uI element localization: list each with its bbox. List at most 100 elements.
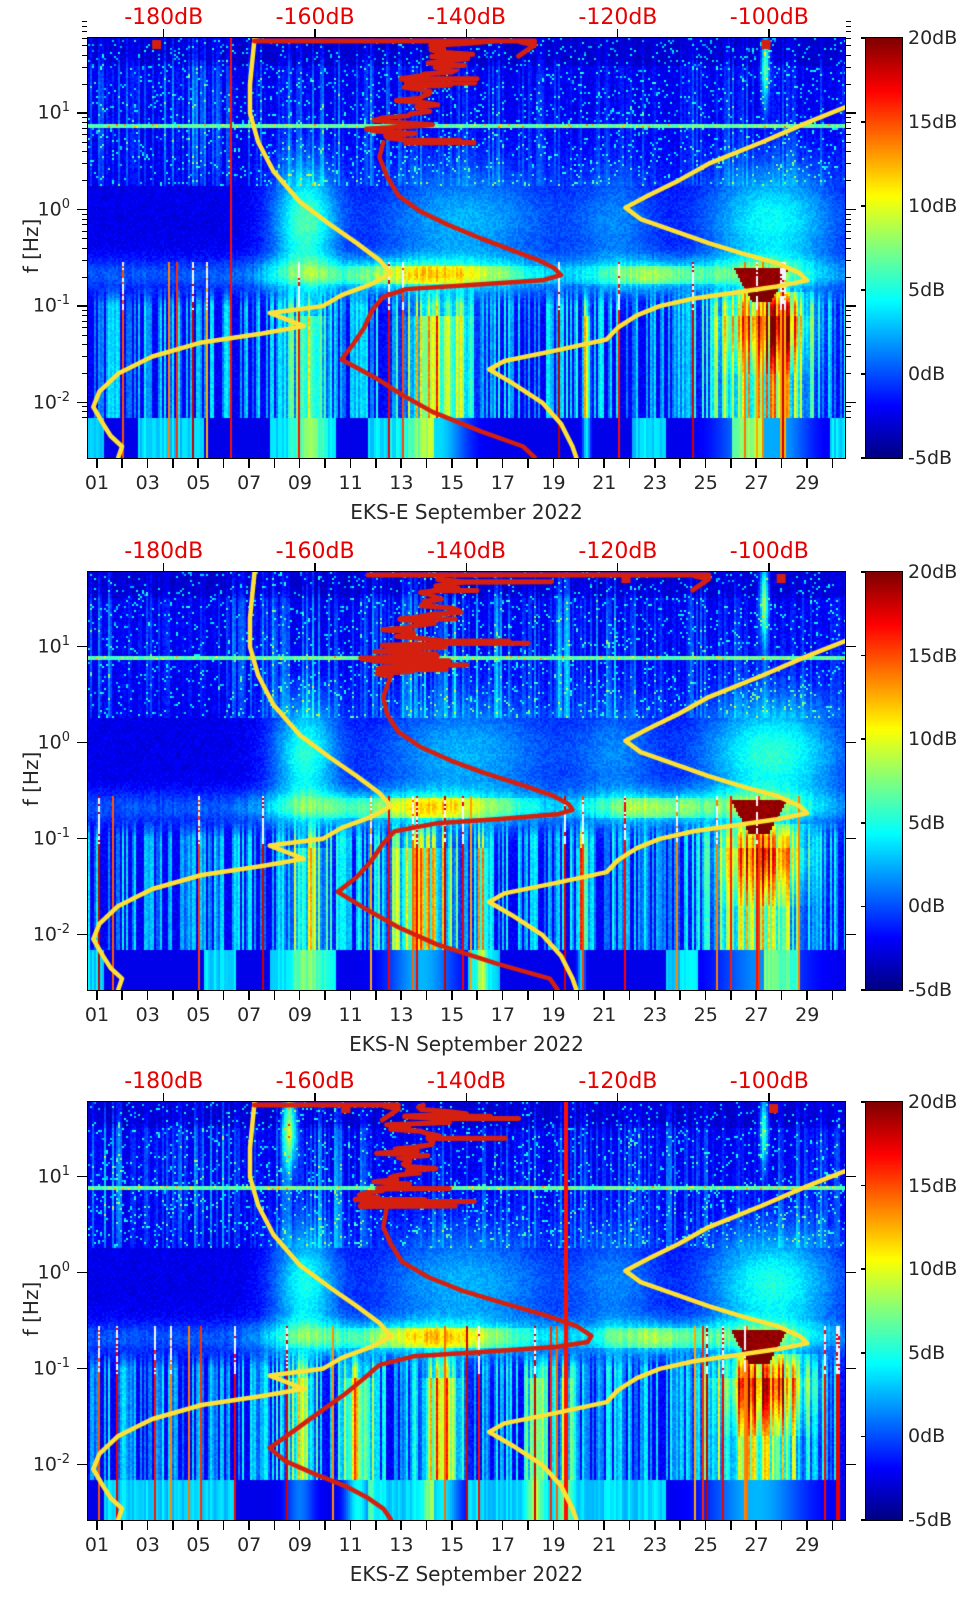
y-tick-label: 10-2 — [10, 1452, 70, 1475]
y-axis-minor-tick-right — [846, 373, 851, 374]
y-axis-minor-tick — [82, 310, 87, 312]
x-tick-label-day-05: 05 — [186, 1534, 211, 1556]
y-axis-minor-tick-right — [846, 238, 851, 240]
colorbar-gradient — [866, 572, 902, 990]
x-axis-tick — [451, 459, 453, 468]
x-tick-label-day-25: 25 — [693, 1004, 718, 1026]
x-axis-tick — [476, 991, 478, 1000]
y-tick-base: 10 — [32, 923, 58, 946]
y-axis-minor-tick-right — [846, 20, 851, 22]
x-axis-tick — [654, 459, 656, 468]
x-axis-tick — [730, 459, 732, 468]
x-axis-tick — [146, 991, 149, 1000]
y-axis-minor-tick-right — [846, 314, 851, 316]
panel-title-eks-z: EKS-Z September 2022 — [349, 1562, 584, 1586]
y-axis-major-tick-right — [846, 305, 856, 307]
x-axis-tick — [527, 991, 529, 1000]
x-axis-tick — [806, 991, 808, 1000]
colorbar-tick — [861, 205, 865, 207]
x-axis-tick — [96, 991, 98, 1000]
x-axis-tick — [654, 991, 656, 1000]
y-axis-minor-tick-right — [846, 151, 851, 153]
y-axis-minor-tick-right — [846, 180, 851, 182]
x-axis-tick — [425, 1521, 428, 1530]
y-axis-minor-tick — [82, 180, 87, 182]
top-axis-tick — [465, 1093, 467, 1101]
x-axis-tick — [349, 991, 352, 1000]
y-tick-base: 10 — [37, 1165, 62, 1188]
colorbar-tick-label: -5dB — [908, 979, 953, 1001]
colorbar-tick — [861, 37, 865, 39]
x-tick-label-day-11: 11 — [338, 472, 363, 494]
x-axis-tick — [324, 1521, 326, 1530]
colorbar-eks-z — [865, 1101, 903, 1521]
y-tick-exponent: 0 — [61, 729, 70, 745]
spectrogram-panel-eks-n: -180dB -160dB -140dB -120dB -100dB 01 03 05 07 09… — [0, 0, 962, 1056]
x-axis-tick — [273, 459, 276, 468]
top-db-tick-label: -120dB — [578, 539, 658, 564]
x-axis-tick — [730, 1521, 732, 1530]
y-axis-minor-tick-right — [846, 45, 851, 47]
y-tick-base: 10 — [37, 101, 62, 124]
x-axis-tick — [248, 1521, 250, 1530]
colorbar-tick-label: 5dB — [908, 811, 946, 834]
x-tick-label-day-03: 03 — [135, 1004, 160, 1026]
y-axis-minor-tick — [82, 141, 87, 143]
top-axis-tick — [314, 563, 316, 571]
x-tick-label-day-07: 07 — [237, 1534, 262, 1556]
y-tick-base: 10 — [32, 390, 58, 413]
x-axis-tick — [780, 459, 783, 468]
x-tick-label-day-13: 13 — [389, 1534, 414, 1556]
colorbar-tick-label: 20dB — [908, 27, 958, 49]
x-axis-tick — [222, 459, 225, 468]
y-axis-minor-tick-right — [846, 416, 851, 418]
y-axis-minor-tick — [82, 356, 87, 358]
top-axis-tick — [465, 29, 467, 37]
x-tick-label-day-05: 05 — [186, 1004, 211, 1026]
y-axis-minor-tick-right — [846, 310, 851, 312]
x-axis-tick — [704, 1521, 707, 1530]
x-axis-tick — [679, 991, 681, 1000]
top-db-tick-label: -160dB — [275, 539, 355, 564]
x-axis-tick — [577, 991, 580, 1000]
colorbar-gradient — [866, 38, 902, 458]
y-axis-minor-tick — [82, 276, 87, 278]
y-axis-minor-tick — [82, 259, 87, 261]
y-tick-label: 100 — [10, 1260, 70, 1283]
y-axis-minor-tick-right — [846, 213, 851, 215]
y-axis-minor-tick-right — [846, 25, 851, 27]
y-axis-minor-tick-right — [846, 117, 851, 119]
x-tick-label-day-13: 13 — [389, 472, 414, 494]
y-axis-major-tick — [77, 1463, 87, 1466]
x-axis-tick — [273, 991, 276, 1000]
freq-axis-label: f [Hz] — [19, 218, 43, 274]
x-axis-tick — [679, 1521, 681, 1530]
x-axis-tick — [222, 991, 225, 1000]
x-tick-label-day-23: 23 — [642, 1534, 668, 1556]
top-db-tick-label: -140dB — [427, 5, 506, 30]
x-axis-tick — [451, 991, 453, 1000]
y-axis-major-tick-right — [846, 1463, 856, 1466]
top-db-tick-label: -100dB — [729, 5, 809, 30]
top-axis-tick — [162, 1093, 165, 1101]
x-axis-tick — [324, 459, 326, 468]
x-axis-tick — [248, 991, 250, 1000]
y-axis-major-tick — [77, 645, 87, 648]
y-axis-major-tick — [77, 1175, 87, 1178]
x-tick-label-day-17: 17 — [490, 1534, 515, 1556]
x-axis-tick — [146, 459, 149, 468]
x-tick-label-day-01: 01 — [84, 1534, 110, 1556]
y-axis-minor-tick-right — [846, 83, 851, 85]
top-db-tick-label: -160dB — [275, 5, 355, 30]
colorbar-tick — [861, 1352, 865, 1354]
freq-axis-label: f [Hz] — [19, 1281, 43, 1337]
y-tick-base: 10 — [32, 1357, 58, 1380]
x-axis-tick — [197, 459, 199, 468]
y-axis-minor-tick — [82, 411, 87, 413]
y-tick-label: 10-2 — [10, 922, 70, 945]
y-axis-minor-tick — [82, 163, 87, 165]
top-axis-tick — [616, 1093, 619, 1101]
y-tick-label: 10-1 — [10, 826, 70, 849]
colorbar-tick — [861, 373, 865, 375]
colorbar-tick-label: 0dB — [908, 1425, 946, 1448]
